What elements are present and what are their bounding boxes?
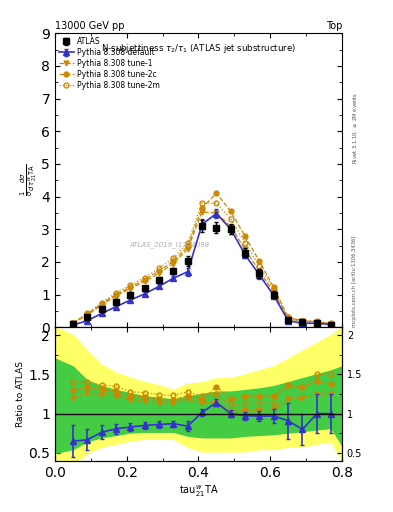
Pythia 8.308 tune-2c bbox=[200, 205, 204, 211]
Pythia 8.308 tune-2m bbox=[228, 216, 233, 222]
Pythia 8.308 tune-2c bbox=[71, 320, 75, 326]
Pythia 8.308 tune-2m bbox=[128, 282, 133, 288]
Pythia 8.308 tune-2m bbox=[71, 319, 75, 326]
Pythia 8.308 tune-2m bbox=[286, 314, 290, 321]
Pythia 8.308 tune-2c bbox=[314, 318, 319, 325]
Line: Pythia 8.308 tune-2c: Pythia 8.308 tune-2c bbox=[70, 191, 334, 326]
Pythia 8.308 tune-2c bbox=[128, 284, 133, 290]
Pythia 8.308 tune-2m bbox=[257, 263, 262, 269]
Pythia 8.308 tune-2m bbox=[99, 300, 104, 306]
Text: mcplots.cern.ch [arXiv:1306.3436]: mcplots.cern.ch [arXiv:1306.3436] bbox=[352, 236, 357, 327]
Pythia 8.308 tune-2m bbox=[243, 240, 248, 246]
Pythia 8.308 tune-1 bbox=[314, 319, 319, 325]
Pythia 8.308 tune-1 bbox=[228, 224, 233, 230]
Pythia 8.308 tune-1 bbox=[300, 318, 305, 325]
Pythia 8.308 tune-1 bbox=[114, 293, 118, 299]
Pythia 8.308 tune-2m bbox=[171, 255, 176, 261]
Text: ATLAS_2019_I1724098: ATLAS_2019_I1724098 bbox=[130, 242, 210, 248]
Pythia 8.308 tune-2m bbox=[200, 200, 204, 206]
Y-axis label: Ratio to ATLAS: Ratio to ATLAS bbox=[17, 361, 26, 427]
Pythia 8.308 tune-2c bbox=[272, 284, 276, 290]
Pythia 8.308 tune-1 bbox=[214, 210, 219, 216]
Pythia 8.308 tune-2c bbox=[85, 311, 90, 317]
Pythia 8.308 tune-2m bbox=[185, 240, 190, 246]
Pythia 8.308 tune-2c bbox=[228, 208, 233, 215]
Pythia 8.308 tune-2c bbox=[329, 321, 334, 327]
Pythia 8.308 tune-1 bbox=[286, 315, 290, 322]
Pythia 8.308 tune-2m bbox=[114, 290, 118, 296]
Pythia 8.308 tune-1 bbox=[142, 279, 147, 285]
Pythia 8.308 tune-2m bbox=[85, 310, 90, 316]
Line: Pythia 8.308 tune-1: Pythia 8.308 tune-1 bbox=[70, 210, 334, 326]
Pythia 8.308 tune-1 bbox=[128, 286, 133, 292]
Pythia 8.308 tune-2c bbox=[300, 317, 305, 324]
Pythia 8.308 tune-1 bbox=[272, 289, 276, 295]
Pythia 8.308 tune-2c bbox=[257, 258, 262, 264]
Pythia 8.308 tune-2c bbox=[114, 291, 118, 297]
Text: Top: Top bbox=[325, 20, 342, 31]
Pythia 8.308 tune-2m bbox=[142, 274, 147, 281]
Pythia 8.308 tune-2c bbox=[185, 243, 190, 249]
Pythia 8.308 tune-2c bbox=[214, 190, 219, 197]
Line: Pythia 8.308 tune-2m: Pythia 8.308 tune-2m bbox=[70, 201, 334, 326]
Pythia 8.308 tune-1 bbox=[157, 270, 162, 276]
Pythia 8.308 tune-1 bbox=[71, 320, 75, 326]
Pythia 8.308 tune-2c bbox=[171, 258, 176, 264]
Pythia 8.308 tune-2m bbox=[314, 318, 319, 325]
Pythia 8.308 tune-2m bbox=[272, 287, 276, 293]
Text: N-subjettiness $\tau_2/\tau_1$ (ATLAS jet substructure): N-subjettiness $\tau_2/\tau_1$ (ATLAS je… bbox=[101, 42, 296, 55]
Pythia 8.308 tune-2c bbox=[99, 301, 104, 307]
Pythia 8.308 tune-1 bbox=[85, 312, 90, 318]
Text: Rivet 3.1.10, $\geq$ 2M events: Rivet 3.1.10, $\geq$ 2M events bbox=[352, 92, 359, 164]
Pythia 8.308 tune-2m bbox=[329, 320, 334, 326]
Pythia 8.308 tune-2m bbox=[300, 317, 305, 324]
Pythia 8.308 tune-2c bbox=[286, 314, 290, 321]
Pythia 8.308 tune-1 bbox=[243, 246, 248, 252]
Pythia 8.308 tune-1 bbox=[99, 302, 104, 308]
Pythia 8.308 tune-1 bbox=[200, 209, 204, 216]
Pythia 8.308 tune-2m bbox=[157, 265, 162, 271]
Pythia 8.308 tune-1 bbox=[185, 246, 190, 252]
Legend: ATLAS, Pythia 8.308 default, Pythia 8.308 tune-1, Pythia 8.308 tune-2c, Pythia 8: ATLAS, Pythia 8.308 default, Pythia 8.30… bbox=[57, 35, 162, 91]
Pythia 8.308 tune-1 bbox=[171, 261, 176, 267]
Pythia 8.308 tune-1 bbox=[329, 321, 334, 327]
X-axis label: tau$_{21}^{w}$TA: tau$_{21}^{w}$TA bbox=[179, 484, 218, 499]
Pythia 8.308 tune-1 bbox=[257, 268, 262, 274]
Pythia 8.308 tune-2m bbox=[214, 200, 219, 206]
Pythia 8.308 tune-2c bbox=[157, 268, 162, 274]
Text: 13000 GeV pp: 13000 GeV pp bbox=[55, 20, 125, 31]
Pythia 8.308 tune-2c bbox=[142, 276, 147, 283]
Pythia 8.308 tune-2c bbox=[243, 233, 248, 240]
Y-axis label: $\frac{1}{\sigma}\frac{d\sigma}{d\,\tau_{21}^{w}\mathrm{TA}}$: $\frac{1}{\sigma}\frac{d\sigma}{d\,\tau_… bbox=[18, 164, 39, 197]
